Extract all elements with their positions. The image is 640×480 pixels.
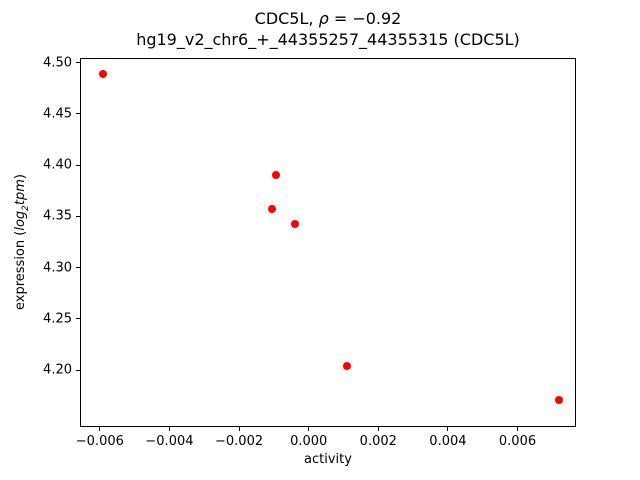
- chart-subtitle: hg19_v2_chr6_+_44355257_44355315 (CDC5L): [136, 30, 520, 49]
- y-axis-label-unit: tpm: [13, 179, 29, 206]
- chart-title-block: CDC5L, ρ = −0.92 hg19_v2_chr6_+_44355257…: [80, 8, 576, 50]
- y-tick-label: 4.40: [43, 157, 72, 173]
- scatter-point: [342, 362, 351, 370]
- y-tick-mark: [76, 164, 80, 166]
- scatter-point: [268, 205, 277, 214]
- x-axis-label: activity: [304, 452, 352, 467]
- y-tick-label: 4.45: [43, 106, 72, 122]
- y-tick-label: 4.20: [43, 362, 72, 378]
- y-tick-label: 4.50: [43, 55, 72, 71]
- plot-area: [80, 58, 576, 427]
- y-tick-label: 4.35: [43, 208, 72, 224]
- x-tick-label: 0.006: [498, 434, 537, 449]
- x-tick-mark: [377, 427, 379, 431]
- x-tick-mark: [517, 427, 519, 431]
- x-tick-label: −0.006: [75, 434, 124, 449]
- chart-title-correlation: = −0.92: [328, 9, 402, 28]
- y-axis-label-suffix: ): [13, 174, 29, 180]
- x-tick-mark: [168, 427, 170, 431]
- x-tick-label: −0.002: [215, 434, 264, 449]
- x-tick-mark: [447, 427, 449, 431]
- chart-title-prefix: CDC5L,: [254, 9, 319, 28]
- x-tick-mark: [238, 427, 240, 431]
- y-tick-mark: [76, 369, 80, 371]
- x-tick-label: 0.004: [429, 434, 467, 449]
- y-axis-label: expression (log2tpm): [13, 174, 31, 310]
- y-tick-mark: [76, 318, 80, 320]
- x-tick-label: −0.004: [145, 434, 194, 449]
- y-tick-mark: [76, 62, 80, 64]
- y-tick-mark: [76, 267, 80, 269]
- y-tick-mark: [76, 215, 80, 217]
- x-tick-mark: [99, 427, 101, 431]
- chart-title-rho: ρ: [318, 9, 329, 28]
- y-tick-label: 4.30: [43, 260, 72, 276]
- y-tick-mark: [76, 113, 80, 115]
- x-tick-mark: [308, 427, 310, 431]
- scatter-point: [555, 395, 564, 404]
- chart-title: CDC5L, ρ = −0.92: [80, 8, 576, 29]
- scatter-point: [290, 219, 299, 228]
- scatter-point: [99, 69, 108, 78]
- x-tick-label: 0.000: [290, 434, 328, 449]
- y-tick-label: 4.25: [43, 311, 72, 327]
- x-tick-label: 0.002: [359, 434, 397, 449]
- scatter-point: [271, 171, 280, 180]
